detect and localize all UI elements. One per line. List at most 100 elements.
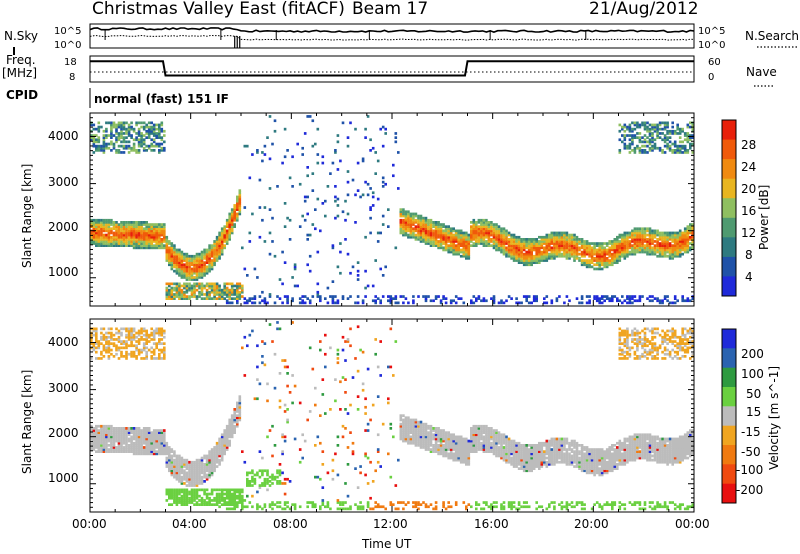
- power-cell-1382: [349, 295, 352, 298]
- power-cell-2539: [603, 299, 606, 303]
- power-cell-760: [183, 267, 186, 271]
- velocity-cell-244: [120, 437, 123, 441]
- power-cell-2687: [626, 238, 629, 241]
- power-cell-2318: [558, 242, 561, 245]
- power-cell-2868: [646, 125, 649, 129]
- velocity-cell-1583: [409, 439, 413, 443]
- power-cell-2724: [631, 248, 634, 252]
- power-cell-2543: [603, 261, 606, 264]
- power-cell-2609: [616, 252, 619, 256]
- power-cell-3014: [663, 144, 667, 148]
- power-cell-2938: [656, 299, 659, 303]
- velocity-cell-1503: [379, 465, 382, 468]
- power-cell-2008: [500, 244, 503, 247]
- power-cell-2970: [658, 233, 662, 237]
- power-cell-1365: [339, 242, 342, 245]
- velocity-cell-1577: [407, 424, 410, 428]
- power-cell-479: [147, 235, 151, 239]
- velocity-cell-1051: [225, 490, 229, 494]
- velocity-cell-272: [122, 342, 126, 345]
- power-cell-477: [147, 240, 151, 243]
- power-cell-188: [112, 223, 116, 226]
- velocity-cell-933: [208, 454, 211, 458]
- power-cell-1514: [404, 216, 408, 220]
- velocity-cell-1196: [251, 484, 254, 487]
- velocity-cell-1090: [230, 496, 234, 500]
- power-cell-1603: [422, 221, 425, 224]
- power-cell-1895: [477, 221, 481, 224]
- power-cell-1839: [467, 242, 471, 245]
- velocity-cell-1117: [233, 427, 236, 430]
- power-cell-1346: [334, 301, 337, 305]
- power-cell-1706: [442, 242, 445, 245]
- power-cell-62: [97, 235, 101, 239]
- velocity-cell-518: [152, 357, 156, 360]
- power-cell-1708: [442, 238, 445, 241]
- velocity-cell-1016: [220, 454, 224, 458]
- power-cell-1813: [462, 242, 466, 245]
- velocity-cell-288: [125, 355, 128, 358]
- velocity-cell-408: [140, 444, 143, 447]
- velocity-cell-627: [168, 503, 171, 506]
- power-cell-2340: [563, 246, 566, 250]
- power-cell-141: [107, 242, 111, 245]
- power-cell-1593: [422, 295, 425, 298]
- power-cell-1966: [492, 244, 496, 247]
- power-cell-2020: [502, 248, 506, 252]
- power-cell-817: [190, 263, 194, 267]
- velocity-cell-47: [95, 429, 98, 432]
- velocity-cell-335: [130, 335, 133, 339]
- power-cell-1775: [454, 240, 458, 243]
- velocity-cell-374: [135, 357, 138, 360]
- power-cell-3039: [666, 138, 669, 142]
- power-cell-1592: [419, 214, 423, 218]
- power-cell-3102: [673, 149, 677, 152]
- velocity-cell-407: [140, 446, 143, 449]
- velocity-cell-1394: [334, 452, 337, 456]
- power-cell-2703: [628, 244, 632, 247]
- power-cell-3078: [671, 231, 674, 235]
- power-cell-229: [117, 223, 121, 226]
- power-cell-2006: [500, 248, 503, 252]
- velocity-cell-1017: [220, 452, 224, 456]
- power-cell-418: [140, 231, 143, 235]
- velocity-cell-1072: [228, 490, 231, 494]
- power-cell-2085: [515, 257, 518, 260]
- velocity-cell-927: [208, 467, 211, 470]
- velocity-cell-1098: [230, 427, 234, 430]
- velocity-cell-119: [102, 327, 106, 331]
- power-cell-3036: [666, 146, 669, 150]
- power-cell-538: [155, 244, 158, 247]
- power-cell-1366: [339, 159, 342, 163]
- power-cell-753: [183, 286, 186, 290]
- power-cell-776: [185, 274, 189, 277]
- velocity-cell-853: [198, 499, 201, 502]
- power-cell-1864: [472, 229, 476, 233]
- power-cell-1903: [480, 231, 483, 235]
- power-cell-748: [180, 250, 184, 254]
- power-cell-1560: [414, 229, 418, 233]
- power-cell-400: [137, 151, 141, 154]
- power-cell-1695: [439, 235, 443, 239]
- velocity-cell-1323: [286, 408, 289, 411]
- power-cell-290: [125, 235, 128, 239]
- velocity-cell-876: [200, 475, 204, 479]
- power-cell-2748: [633, 244, 637, 247]
- velocity-cell-1121: [233, 416, 236, 420]
- velocity-cell-1375: [321, 463, 325, 466]
- power-cell-1714: [442, 223, 445, 226]
- power-cell-275: [122, 151, 126, 154]
- power-cell-1470: [394, 297, 398, 300]
- velocity-cell-931: [208, 458, 211, 462]
- power-cell-2016: [500, 227, 503, 231]
- power-cell-2409: [575, 238, 579, 241]
- velocity-cell-1594: [412, 501, 415, 504]
- power-cell-3123: [676, 146, 679, 150]
- velocity-cell-117: [102, 335, 106, 339]
- velocity-cell-1457: [359, 505, 362, 509]
- power-cell-325: [127, 127, 131, 131]
- velocity-cell-42: [95, 439, 98, 443]
- velocity-cell-640: [168, 454, 171, 458]
- power-cell-3187: [683, 138, 687, 142]
- power-cell-457: [145, 240, 148, 243]
